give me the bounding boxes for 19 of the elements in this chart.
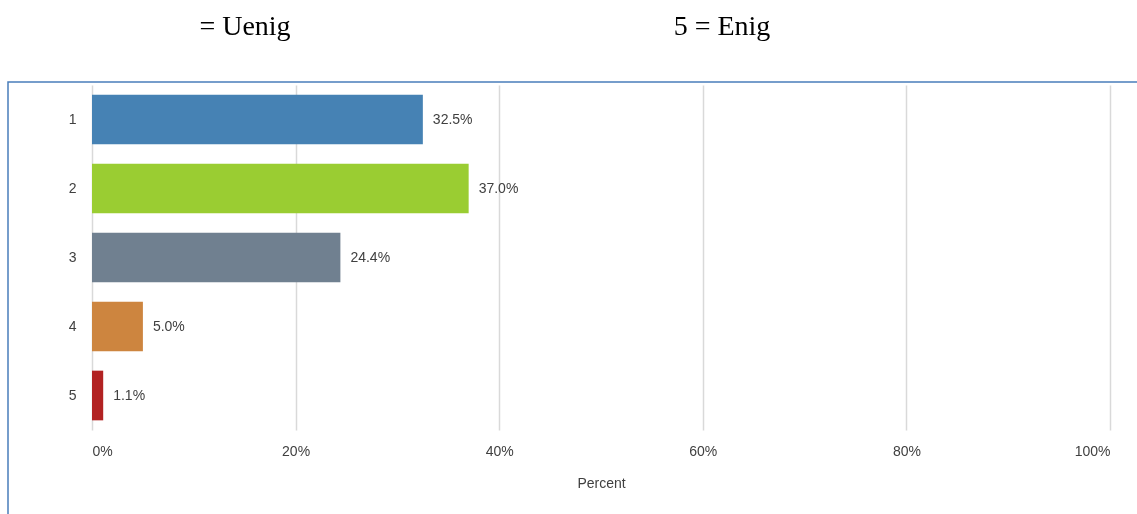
x-tick-label: 40%: [485, 442, 514, 459]
y-tick-label: 3: [68, 248, 77, 265]
data-label: 37.0%: [478, 179, 519, 196]
x-tick-label: 80%: [892, 442, 921, 459]
x-axis-title: Percent: [577, 474, 626, 491]
text: 5 = Enig: [673, 10, 771, 41]
y-tick-label: 1: [68, 110, 77, 127]
y-tick-label: 4: [68, 317, 77, 334]
x-tick-label: 0%: [92, 442, 113, 459]
x-tick-label: 20%: [282, 442, 311, 459]
data-label: 32.5%: [432, 110, 473, 127]
data-label: 24.4%: [350, 248, 391, 265]
data-label: 5.0%: [152, 317, 185, 334]
x-tick-label: 60%: [689, 442, 718, 459]
data-label: 1.1%: [113, 386, 146, 403]
text: = Uenig: [199, 10, 291, 41]
y-tick-label: 2: [68, 179, 77, 196]
y-tick-label: 5: [68, 386, 77, 403]
x-tick-label: 100%: [1074, 442, 1111, 459]
